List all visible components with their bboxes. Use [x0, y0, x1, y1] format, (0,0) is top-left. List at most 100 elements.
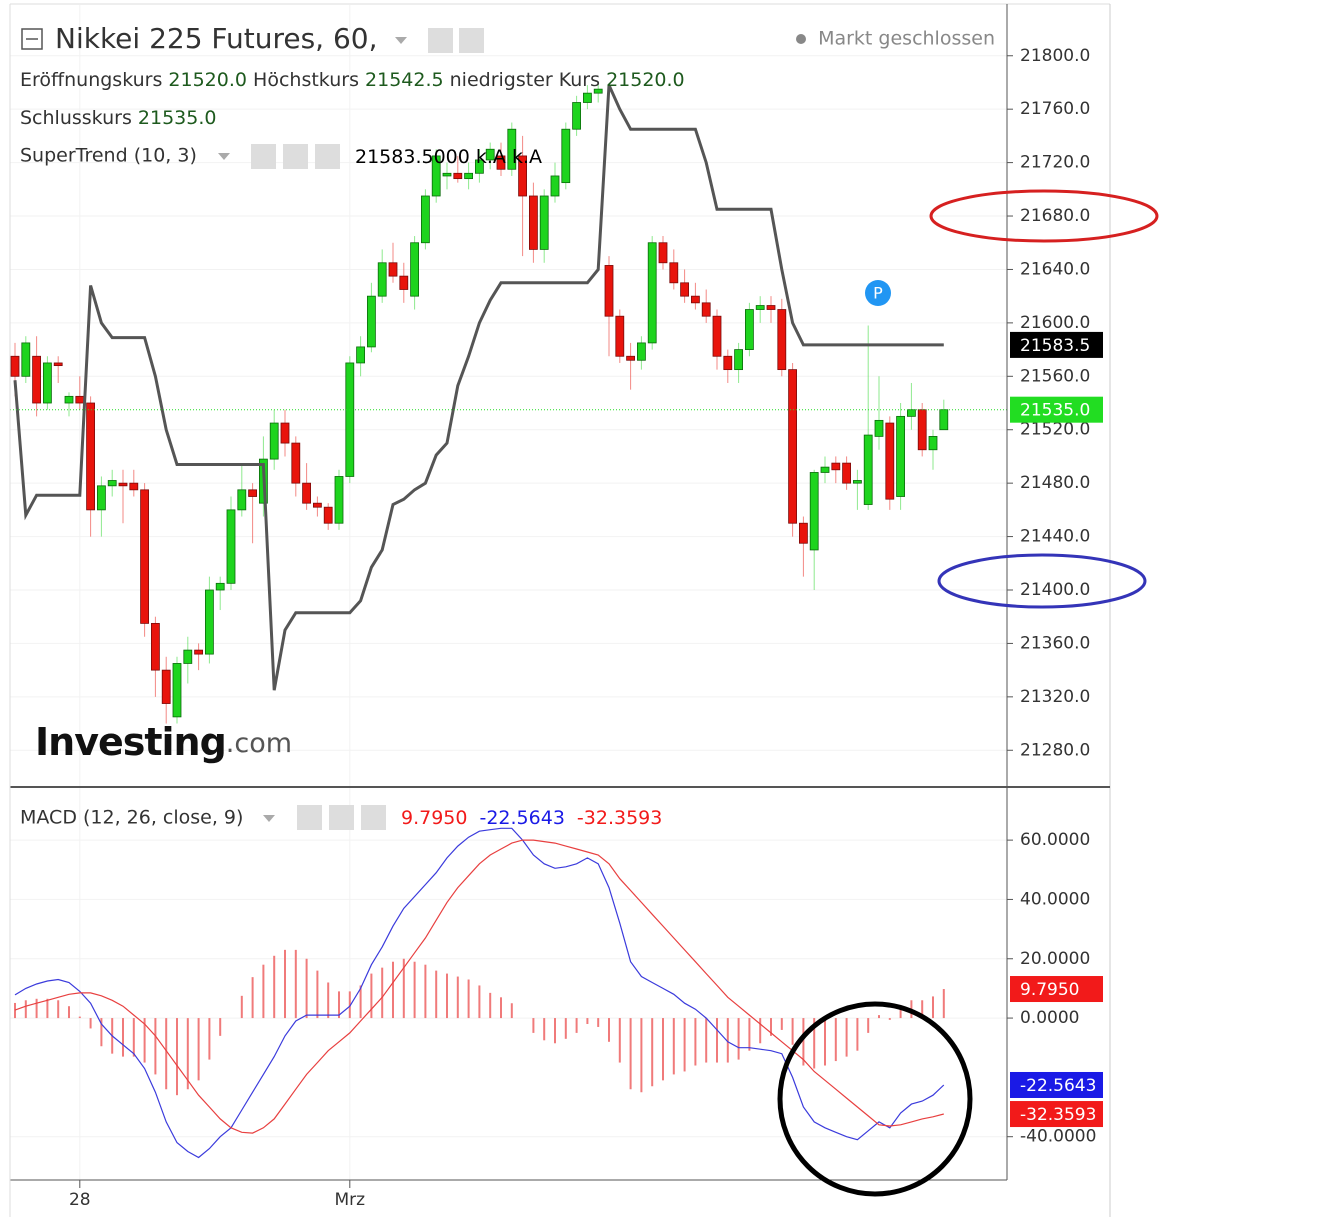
candle-body: [399, 275, 409, 290]
candle-body: [53, 362, 63, 367]
candle-body: [874, 419, 884, 437]
candle-body: [939, 409, 949, 431]
labels: 21280.0 21320.0 21360.0 21400.0 21440.0 21480…: [69, 46, 1103, 1210]
candle-body: [896, 415, 905, 497]
y-tick-label: 21600.0: [1020, 313, 1090, 333]
event-marker[interactable]: [865, 280, 891, 306]
candle-body: [820, 466, 830, 473]
watermark-brand: Investing: [35, 720, 226, 764]
y-tick-label: 21640.0: [1020, 259, 1090, 279]
candle-body: [745, 309, 754, 350]
watermark-domain: .com: [226, 728, 292, 759]
candle-body: [474, 159, 484, 174]
candle-body: [885, 422, 895, 500]
candle-body: [377, 262, 387, 297]
candle-body: [442, 172, 452, 177]
y-tick-label: 21520.0: [1020, 420, 1090, 440]
candle-body: [280, 422, 290, 444]
candle-body: [410, 242, 420, 297]
legend-label: niedrigster Kurs: [450, 69, 600, 91]
legend-value: 21583.5000: [355, 146, 470, 168]
candle-body: [799, 522, 808, 544]
candle-body: [712, 315, 722, 357]
market-status: Markt geschlossen: [818, 28, 995, 50]
candle-body: [302, 482, 312, 504]
price-label: 21535.0: [1020, 401, 1090, 421]
chart-title: Nikkei 225 Futures, 60,: [55, 22, 378, 55]
y-tick-label: 21400.0: [1020, 580, 1090, 600]
x-tick-label: Mrz: [335, 1190, 366, 1210]
candle-body: [853, 480, 862, 484]
eye-button[interactable]: [297, 805, 322, 830]
candle-body: [755, 305, 765, 310]
macd-line: [14, 827, 945, 1159]
candle-body: [204, 589, 214, 655]
candle-body: [550, 175, 560, 197]
ohlc-legend: Schlusskurs 21535.0: [20, 107, 216, 129]
dropdown[interactable]: [263, 815, 275, 822]
candle-body: [183, 649, 193, 664]
candle-body: [75, 395, 85, 404]
legend-value: 21520.0: [168, 69, 247, 91]
eye-button[interactable]: [251, 144, 276, 169]
indicator-name: MACD (12, 26, close, 9): [20, 807, 243, 829]
collapse-button[interactable]: [21, 28, 43, 50]
remove-button[interactable]: [315, 144, 340, 169]
candle-body: [194, 649, 204, 655]
eye-button[interactable]: [428, 28, 453, 53]
candle-body: [431, 155, 441, 197]
candle-body: [604, 265, 614, 317]
candle-body: [766, 305, 776, 310]
annotation-ellipse: [929, 189, 1159, 243]
candle-body: [86, 402, 95, 511]
x-tick-label: 28: [69, 1190, 91, 1210]
candle-body: [226, 509, 236, 584]
y-tick-label: 21680.0: [1020, 206, 1090, 226]
y-tick-label: 21480.0: [1020, 473, 1090, 493]
indicator-name: SuperTrend (10, 3): [20, 145, 197, 167]
candle-body: [248, 489, 258, 497]
remove-button[interactable]: [361, 805, 386, 830]
candle-body: [485, 148, 495, 161]
candle-body: [129, 482, 139, 491]
candle-body: [842, 462, 851, 484]
settings-button[interactable]: [329, 805, 354, 830]
legend-value: 21520.0: [606, 69, 685, 91]
annotation-circle: [777, 1001, 973, 1197]
settings-button[interactable]: [283, 144, 308, 169]
candle-body: [863, 434, 873, 505]
candle-body: [118, 482, 128, 487]
y-tick-label: 60.0000: [1020, 830, 1090, 850]
event-marker-label: P: [873, 284, 883, 303]
candle-body: [345, 362, 355, 477]
candle-body: [464, 172, 474, 180]
candle-body: [658, 242, 668, 264]
y-tick-label: 0.0000: [1020, 1008, 1079, 1028]
candle-body: [572, 102, 581, 130]
candle-body: [291, 442, 301, 484]
candle-body: [32, 355, 41, 404]
settings-button[interactable]: [459, 28, 484, 53]
candle-body: [647, 242, 657, 344]
candle-body: [701, 302, 711, 317]
annotation-ellipse: [937, 553, 1147, 609]
candle-body: [107, 480, 117, 487]
dropdown[interactable]: [395, 37, 407, 44]
candle-body: [561, 128, 571, 184]
ohlc-legend: Eröffnungskurs 21520.0 Höchstkurs 21542.…: [20, 69, 685, 91]
y-tick-label: 21440.0: [1020, 527, 1090, 547]
y-tick-label: 21760.0: [1020, 99, 1090, 119]
price-label: 21583.5: [1020, 336, 1090, 356]
legend-value: k.A: [512, 146, 542, 168]
legend-label: Höchstkurs: [253, 69, 359, 91]
candle-body: [388, 262, 398, 277]
candle-body: [809, 472, 819, 551]
candle-body: [507, 128, 517, 170]
candle-body: [453, 172, 463, 180]
y-tick-label: 20.0000: [1020, 949, 1090, 969]
candle-body: [237, 489, 247, 511]
price-label-box: [1010, 331, 1103, 358]
legend-value: 21535.0: [138, 107, 217, 129]
dropdown[interactable]: [218, 153, 230, 160]
